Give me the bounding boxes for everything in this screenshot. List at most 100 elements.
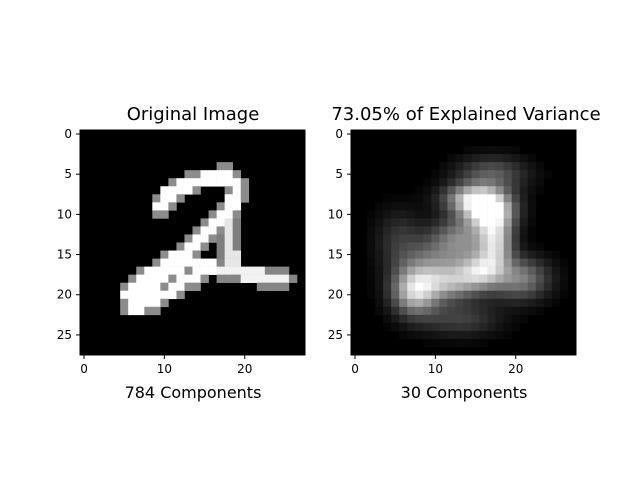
heatmap-cell (216, 274, 225, 283)
heatmap-cell (503, 186, 513, 195)
heatmap-cell (224, 178, 233, 187)
heatmap-cell (471, 250, 480, 259)
heatmap-cell (431, 338, 440, 348)
heatmap-cell (479, 314, 488, 324)
heatmap-cell (383, 322, 392, 332)
heatmap-cell (415, 322, 424, 332)
heatmap-cell (232, 178, 242, 187)
heatmap-cell (487, 258, 496, 267)
heatmap-cell (487, 178, 496, 187)
heatmap-cell (439, 298, 448, 308)
heatmap-cell (503, 218, 513, 227)
heatmap-cell (495, 274, 504, 283)
heatmap-cell (232, 250, 242, 259)
heatmap-cell (471, 274, 480, 283)
heatmap-cell (192, 186, 201, 195)
x-tick-label: 10 (157, 362, 172, 376)
heatmap-cell (423, 338, 432, 348)
heatmap-cell (216, 202, 225, 211)
heatmap-cell (447, 154, 456, 163)
heatmap-cell (527, 186, 537, 195)
heatmap-cell (224, 250, 233, 259)
heatmap-cell (399, 234, 408, 243)
heatmap-cell (383, 218, 392, 227)
heatmap-cell (240, 194, 250, 203)
heatmap-cell (439, 338, 448, 348)
heatmap-cell (487, 146, 496, 155)
heatmap-cell (256, 274, 266, 283)
y-tick-label: 5 (335, 167, 343, 181)
heatmap-cell (487, 306, 496, 316)
heatmap-cell (439, 234, 448, 243)
heatmap-cell (527, 178, 537, 187)
heatmap-cell (471, 178, 480, 187)
heatmap-cell (160, 274, 169, 283)
heatmap-cell (511, 170, 521, 179)
heatmap-cell (535, 266, 545, 275)
heatmap-cell (423, 274, 432, 283)
heatmap-cell (391, 314, 400, 324)
heatmap-cell (559, 258, 569, 267)
heatmap-cell (144, 290, 153, 300)
heatmap-cell (415, 186, 424, 195)
heatmap-cell (503, 274, 513, 283)
heatmap-cell (447, 282, 456, 292)
heatmap-cell (367, 274, 376, 283)
heatmap-cell (383, 258, 392, 267)
heatmap-cell (375, 242, 384, 251)
heatmap-cell (415, 226, 424, 235)
heatmap-cell (375, 210, 384, 219)
heatmap-cell (208, 234, 217, 243)
heatmap-cell (208, 210, 217, 219)
heatmap-cell (192, 258, 201, 267)
heatmap-cell (423, 298, 432, 308)
heatmap-cell (463, 314, 472, 324)
heatmap-cell (439, 314, 448, 324)
heatmap-cell (423, 314, 432, 324)
heatmap-cell (367, 242, 376, 251)
heatmap-cell (535, 242, 545, 251)
heatmap-cell (399, 210, 408, 219)
heatmap-cell (415, 218, 424, 227)
heatmap-cell (527, 250, 537, 259)
heatmap-cell (551, 250, 561, 259)
heatmap-cell (399, 290, 408, 300)
heatmap-cell (447, 306, 456, 316)
tick-marks: 0 5 10 15 20 25 0 10 20 (328, 127, 524, 376)
heatmap-cell (407, 210, 416, 219)
heatmap-cell (224, 202, 233, 211)
heatmap-cell (519, 218, 529, 227)
heatmap-cell (519, 282, 529, 292)
heatmap-cell (399, 202, 408, 211)
heatmap-cell (503, 258, 513, 267)
heatmap-cell (224, 274, 233, 283)
heatmap-cell (511, 290, 521, 300)
heatmap-cell (176, 178, 185, 187)
heatmap-cell (439, 162, 448, 171)
heatmap-cell (184, 186, 193, 195)
heatmap-cell (431, 210, 440, 219)
heatmap-cell (415, 202, 424, 211)
heatmap-cell (415, 282, 424, 292)
heatmap-cell (423, 290, 432, 300)
heatmap-cell (455, 314, 464, 324)
heatmap-cell (423, 242, 432, 251)
heatmap-cell (535, 162, 545, 171)
heatmap-cell (519, 186, 529, 195)
heatmap-cell (152, 210, 161, 219)
heatmap-cell (192, 266, 201, 275)
heatmap-cell (503, 170, 513, 179)
heatmap-cell (519, 290, 529, 300)
heatmap-cell (447, 314, 456, 324)
heatmap-cell (559, 274, 569, 283)
heatmap-cell (495, 266, 504, 275)
heatmap-cell (495, 154, 504, 163)
heatmap-reconstruction (351, 130, 576, 355)
heatmap-cell (375, 298, 384, 308)
heatmap-cell (551, 298, 561, 308)
heatmap-cell (375, 274, 384, 283)
heatmap-cell (479, 162, 488, 171)
heatmap-cell (391, 282, 400, 292)
heatmap-cell (176, 274, 185, 283)
